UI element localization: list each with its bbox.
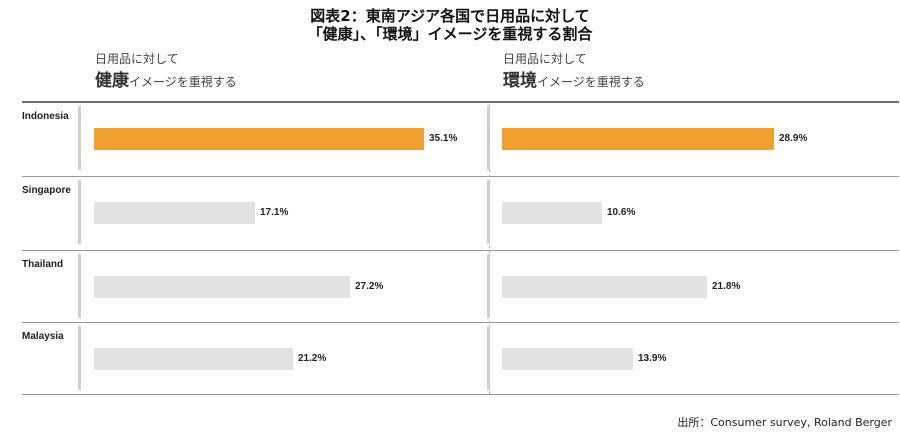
environment-value-label: 13.9%: [638, 353, 667, 364]
chart-title-line1: 図表2：東南アジア各国で日用品に対して: [310, 7, 590, 25]
row-accent-bar: [78, 326, 81, 390]
country-label: Singapore: [22, 185, 71, 196]
health-value-label: 21.2%: [298, 353, 327, 364]
health-column-header: 日用品に対して 健康イメージを重視する: [95, 52, 237, 91]
row-accent-bar: [78, 180, 81, 244]
row-divider: [22, 394, 899, 395]
health-bar-thailand: [94, 276, 350, 298]
row-accent-bar: [487, 326, 490, 390]
health-header-suffix: イメージを重視する: [129, 75, 237, 89]
health-bar-malaysia: [94, 348, 293, 370]
row-accent-bar: [78, 254, 81, 318]
row-accent-bar: [487, 254, 490, 318]
environment-bar-malaysia: [502, 348, 633, 370]
row-divider: [22, 101, 899, 103]
row-accent-bar: [78, 106, 81, 170]
row-divider: [22, 322, 899, 323]
environment-value-label: 10.6%: [607, 207, 636, 218]
health-header-main: 健康: [95, 71, 129, 91]
health-bar-singapore: [94, 202, 255, 224]
health-header-sub: 日用品に対して: [95, 52, 179, 66]
environment-bar-indonesia: [502, 128, 774, 150]
environment-header-sub: 日用品に対して: [503, 52, 587, 66]
chart-title-line2: 「健康」、「環境」イメージを重視する割合: [307, 25, 593, 43]
health-value-label: 17.1%: [260, 207, 289, 218]
environment-value-label: 28.9%: [779, 133, 808, 144]
environment-bar-thailand: [502, 276, 707, 298]
row-divider: [22, 176, 899, 177]
environment-column-header: 日用品に対して 環境イメージを重視する: [503, 52, 645, 91]
environment-bar-singapore: [502, 202, 602, 224]
country-label: Malaysia: [22, 331, 64, 342]
health-value-label: 27.2%: [355, 281, 384, 292]
row-accent-bar: [487, 180, 490, 244]
row-divider: [22, 250, 899, 251]
panel-separator: [489, 104, 490, 394]
environment-header-suffix: イメージを重視する: [537, 75, 645, 89]
country-label: Thailand: [22, 259, 64, 270]
country-label: Indonesia: [22, 111, 69, 122]
health-bar-indonesia: [94, 128, 424, 150]
environment-value-label: 21.8%: [712, 281, 741, 292]
source-note: 出所：Consumer survey, Roland Berger: [677, 416, 892, 429]
row-accent-bar: [487, 106, 490, 170]
environment-header-main: 環境: [503, 71, 537, 91]
health-value-label: 35.1%: [429, 133, 458, 144]
